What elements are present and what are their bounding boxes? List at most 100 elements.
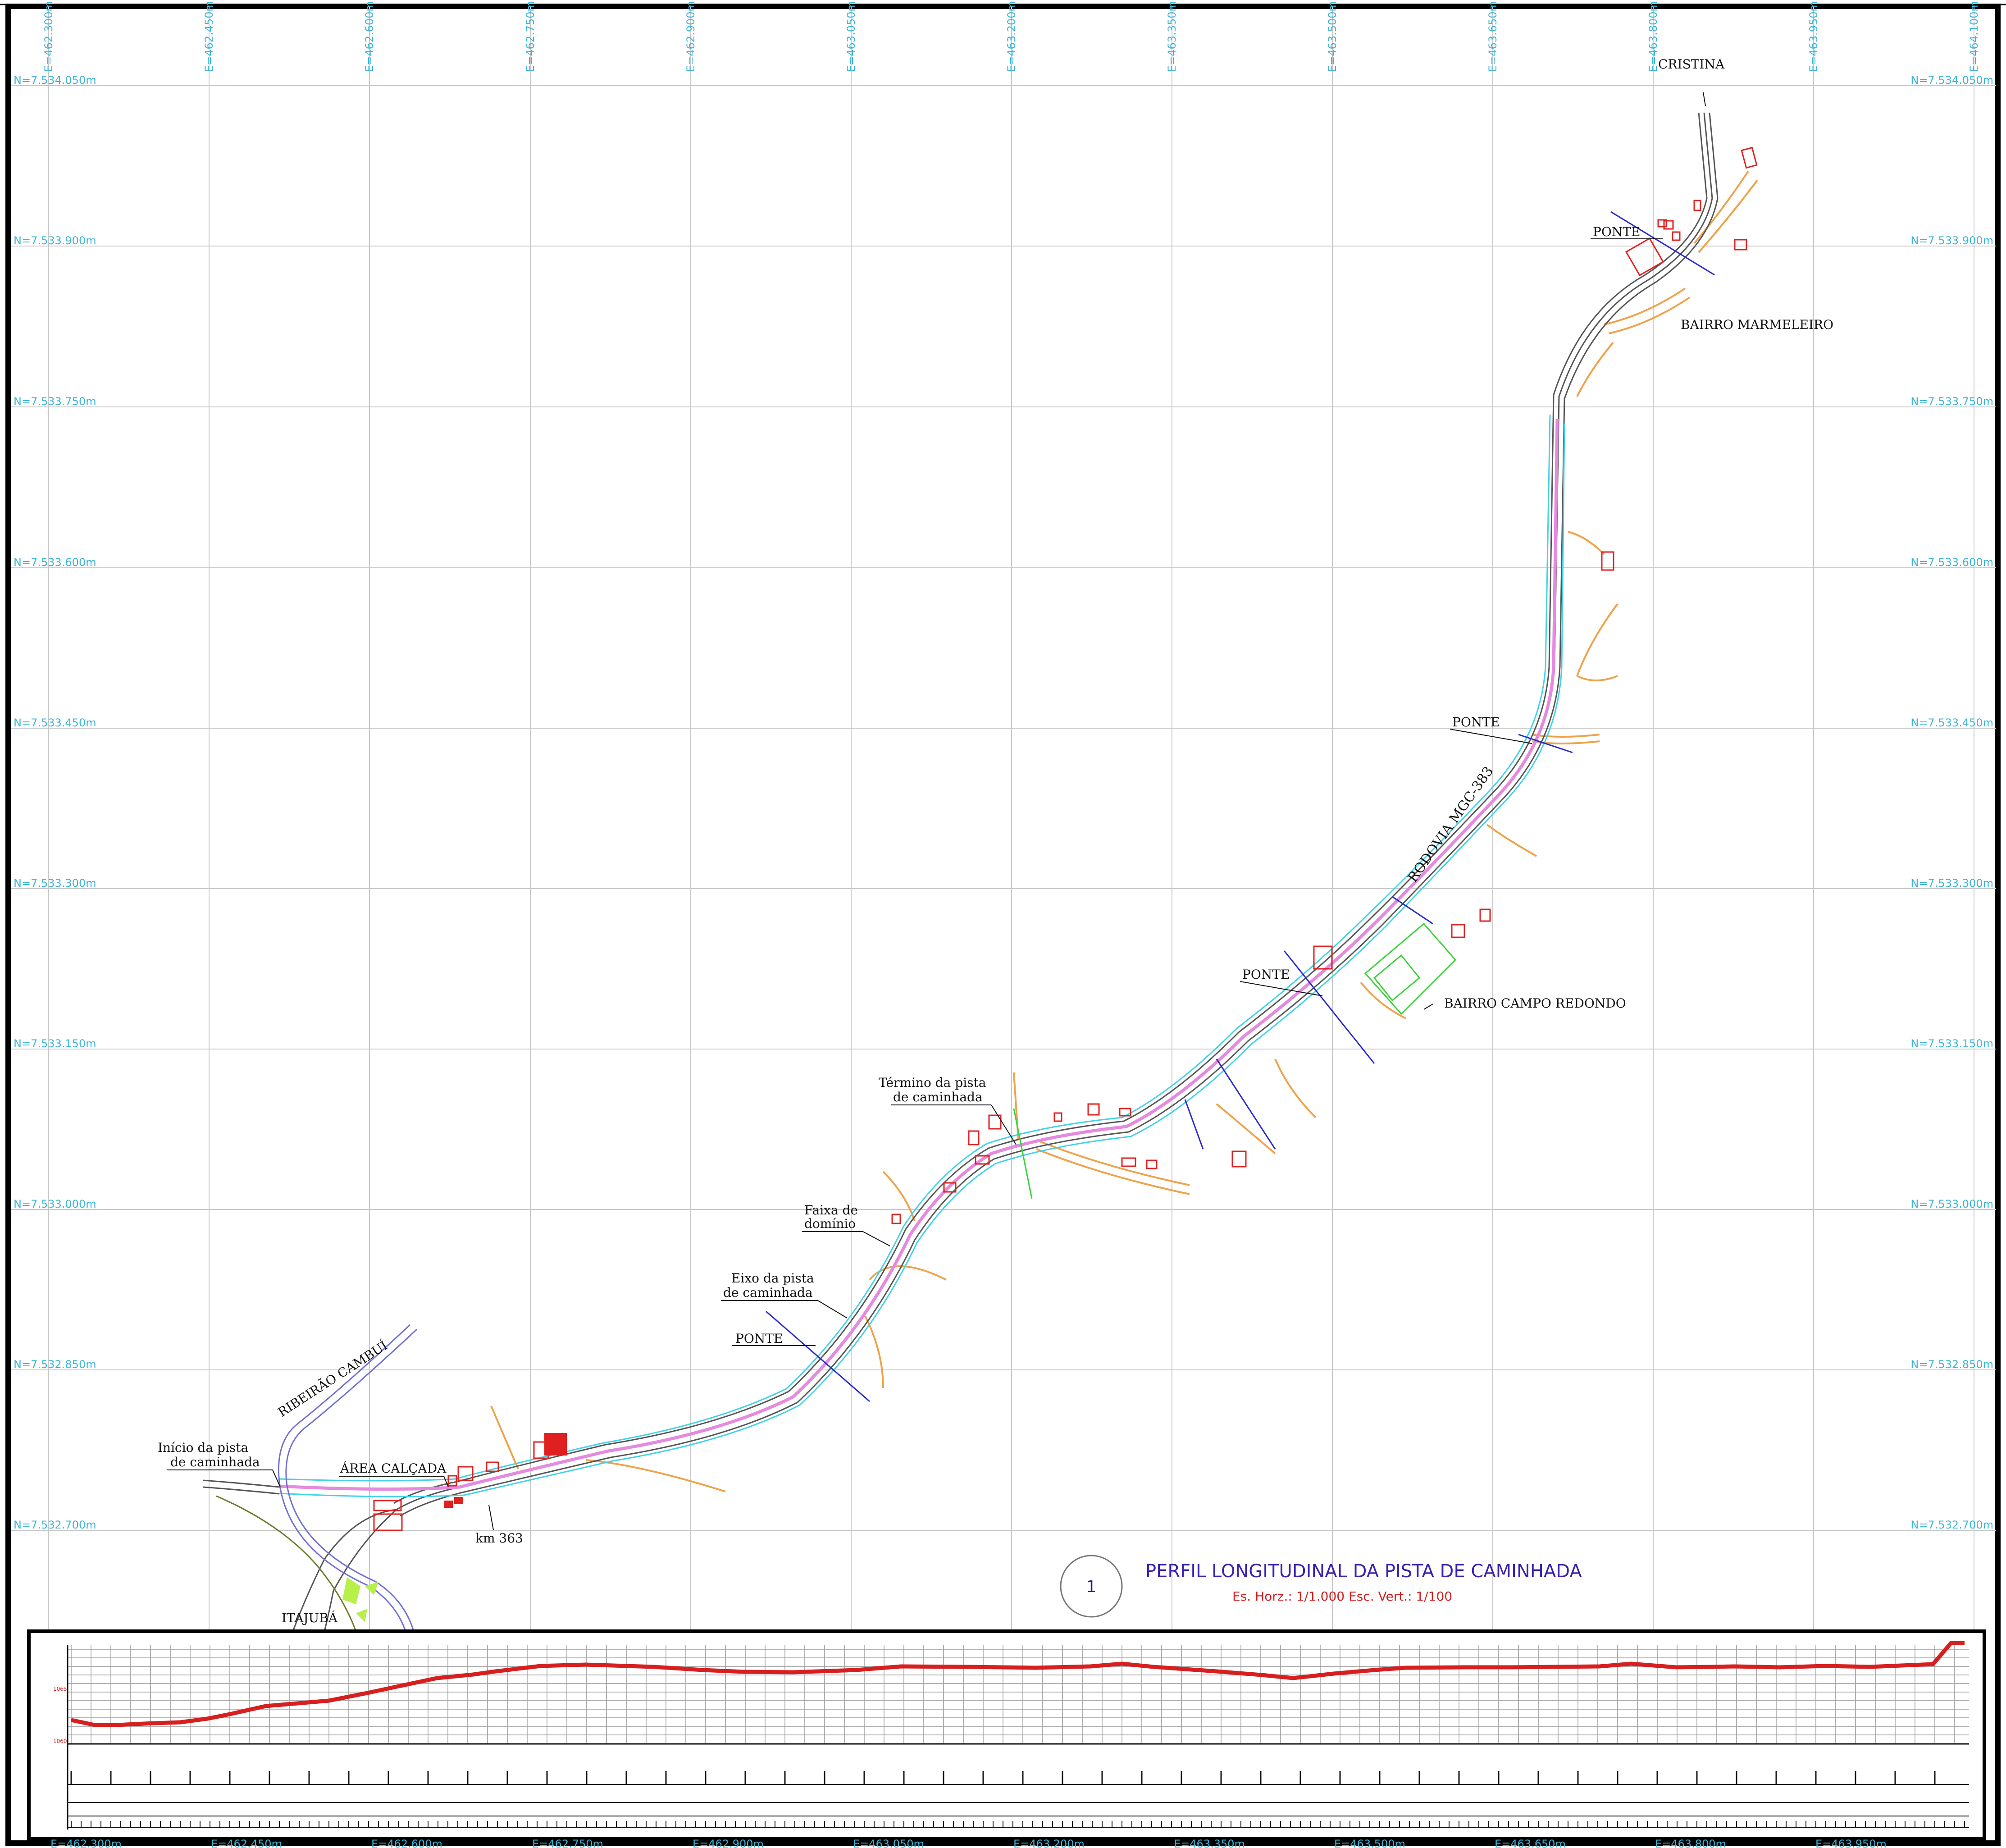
- northing-label: N=7.533.750m: [14, 395, 96, 408]
- label-itajuba: ITAJUBÁ: [282, 1611, 338, 1625]
- label-inicio-line2: de caminhada: [170, 1455, 260, 1469]
- leader-eixo: [817, 1300, 848, 1319]
- bridge-crossings: [766, 211, 1715, 1402]
- map-labels: CRISTINA PONTE BAIRRO MARMELEIRO PONTE R…: [158, 57, 1833, 1625]
- leader-cristina: [1703, 92, 1706, 106]
- easting-label: E=463.200m: [1013, 1838, 1085, 1848]
- label-inicio-line1: Início da pista: [158, 1440, 248, 1455]
- northing-label: N=7.532.850m: [14, 1358, 96, 1371]
- leader-campo: [1423, 1004, 1433, 1010]
- domain-strip: [279, 414, 1551, 1482]
- label-eixo-line1: Eixo da pista: [731, 1271, 814, 1286]
- easting-label: E=463.200m: [1005, 1, 1018, 72]
- northing-label: N=7.532.850m: [1910, 1358, 1993, 1371]
- northing-label: N=7.533.000m: [1910, 1198, 1993, 1210]
- easting-label: E=462.900m: [693, 1838, 764, 1848]
- easting-labels-top: E=462.300m E=462.450m E=462.600m E=462.7…: [42, 1, 1980, 72]
- northing-label: N=7.533.600m: [1910, 556, 1993, 569]
- profile-title: PERFIL LONGITUDINAL DA PISTA DE CAMINHAD…: [1145, 1561, 1582, 1582]
- easting-label: E=463.500m: [1334, 1838, 1405, 1848]
- northing-labels-left: N=7.534.050m N=7.533.900m N=7.533.750m N…: [14, 74, 96, 1531]
- easting-label: E=462.600m: [371, 1838, 442, 1848]
- leader-ponte: [1450, 729, 1532, 744]
- northing-label: N=7.533.150m: [14, 1037, 96, 1050]
- leader-km: [488, 1505, 494, 1530]
- roundabout-greenery: [342, 1577, 378, 1622]
- profile-grid: [68, 1645, 1969, 1744]
- section-line: [1013, 1108, 1033, 1199]
- easting-label: E=463.350m: [1166, 1, 1178, 72]
- profile-tick-label: 1065: [53, 1686, 67, 1692]
- profile-number-circle: [1060, 1555, 1123, 1618]
- northing-label: N=7.533.750m: [1910, 395, 1993, 408]
- label-eixo-line2: de caminhada: [723, 1285, 813, 1300]
- easting-label: E=462.300m: [42, 1, 55, 72]
- northing-label: N=7.533.600m: [14, 556, 96, 569]
- profile-title-block: 1 PERFIL LONGITUDINAL DA PISTA DE CAMINH…: [1060, 1555, 1582, 1618]
- easting-label: E=463.800m: [1647, 1, 1660, 72]
- northing-label: N=7.533.300m: [1910, 877, 1993, 890]
- label-faixa-line1: Faixa de: [804, 1203, 858, 1218]
- label-cristina: CRISTINA: [1658, 57, 1725, 72]
- buildings: [373, 146, 1758, 1531]
- label-ribeirao-cambui: RIBEIRÃO CAMBUÍ: [275, 1338, 390, 1420]
- easting-label: E=463.950m: [1807, 1, 1820, 72]
- easting-label: E=463.950m: [1815, 1838, 1887, 1848]
- label-km-363: km 363: [475, 1531, 523, 1546]
- northing-label: N=7.532.700m: [14, 1519, 96, 1531]
- main-road-rodovia: [202, 112, 1719, 1632]
- label-termino-line1: Término da pista: [879, 1075, 986, 1090]
- leader-faixa: [862, 1231, 890, 1246]
- walking-path: [279, 414, 1565, 1497]
- access-road: [216, 1495, 357, 1632]
- profile-scale: Es. Horz.: 1/1.000 Esc. Vert.: 1/100: [1232, 1589, 1452, 1604]
- northing-label: N=7.533.450m: [1910, 716, 1993, 729]
- label-ponte-mid: PONTE: [1452, 715, 1500, 730]
- easting-label: E=462.750m: [524, 1, 537, 72]
- leader-area: [443, 1476, 449, 1488]
- label-ponte-low: PONTE: [735, 1331, 783, 1346]
- label-area-calcada: ÁREA CALÇADA: [340, 1461, 447, 1476]
- sheet-border: [5, 4, 2001, 1846]
- easting-label: E=463.800m: [1655, 1838, 1726, 1848]
- easting-label: E=463.350m: [1174, 1838, 1245, 1848]
- northing-label: N=7.534.050m: [14, 74, 96, 87]
- side-roads: [490, 170, 1758, 1492]
- northing-label: N=7.533.900m: [14, 234, 96, 247]
- label-ponte-campo: PONTE: [1242, 967, 1290, 982]
- easting-label: E=463.050m: [853, 1838, 924, 1848]
- profile-number: 1: [1086, 1578, 1097, 1596]
- easting-labels-bottom: E=462.300m E=462.450m E=462.600m E=462.7…: [50, 1838, 1887, 1848]
- label-termino-line2: de caminhada: [893, 1090, 983, 1104]
- football-field: [1364, 922, 1457, 1015]
- northing-label: N=7.533.000m: [14, 1198, 96, 1210]
- easting-label: E=462.600m: [363, 1, 376, 72]
- northing-label: N=7.533.450m: [14, 716, 96, 729]
- northing-labels-right: N=7.534.050m N=7.533.900m N=7.533.750m N…: [1910, 74, 1993, 1531]
- northing-label: N=7.534.050m: [1910, 74, 1993, 87]
- easting-label: E=463.500m: [1326, 1, 1339, 72]
- easting-label: E=462.900m: [684, 1, 697, 72]
- northing-label: N=7.532.700m: [1910, 1519, 1993, 1531]
- leader-ponte: [1240, 981, 1323, 996]
- label-faixa-line2: domínio: [804, 1216, 856, 1231]
- profile-tick-label: 1060: [53, 1738, 67, 1744]
- solid-buildings: [444, 1433, 567, 1508]
- leader-inicio: [272, 1469, 281, 1488]
- easting-label: E=463.650m: [1486, 1, 1499, 72]
- northing-label: N=7.533.300m: [14, 877, 96, 890]
- walking-path-axis: [279, 419, 1559, 1491]
- profile-terrain-line: [71, 1641, 1965, 1727]
- label-bairro-campo-redondo: BAIRRO CAMPO REDONDO: [1444, 996, 1626, 1011]
- easting-label: E=463.650m: [1495, 1838, 1566, 1848]
- easting-label: E=462.750m: [532, 1838, 603, 1848]
- profile-station-ticks: [70, 1771, 1965, 1827]
- easting-label: E=463.050m: [845, 1, 857, 72]
- leader-termino: [991, 1104, 1017, 1145]
- longitudinal-profile-panel: 1065 1060: [27, 1629, 1986, 1840]
- northing-label: N=7.533.150m: [1910, 1037, 1993, 1050]
- easting-label: E=462.300m: [50, 1838, 122, 1848]
- easting-label: E=464.100m: [1968, 1, 1980, 72]
- easting-label: E=462.450m: [211, 1838, 282, 1848]
